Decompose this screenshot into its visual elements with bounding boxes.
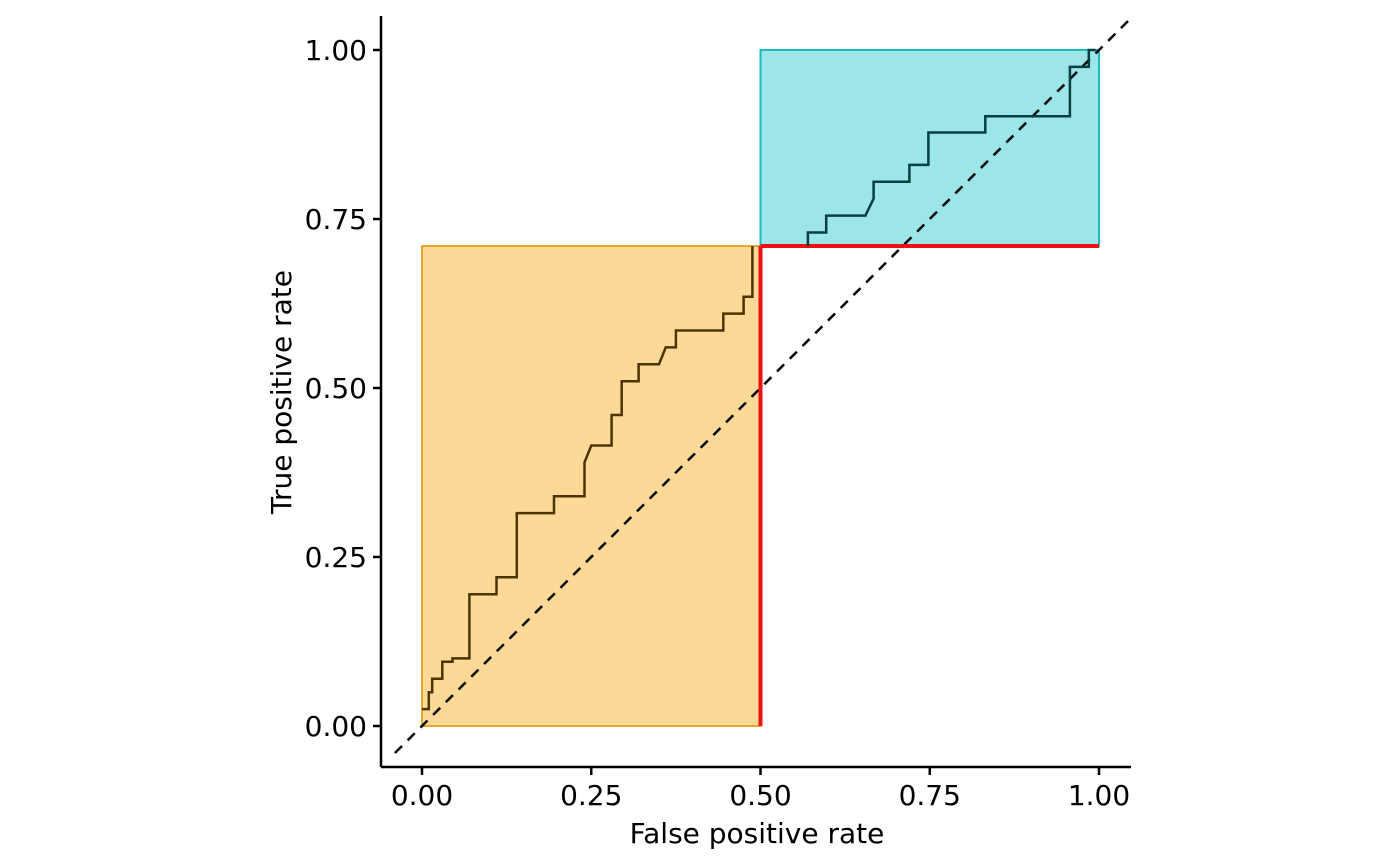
region-1: [759, 49, 1100, 248]
shaded-regions: [421, 49, 1100, 727]
y-tick-label: 0.50: [305, 372, 367, 405]
y-axis-ticks: 0.00 0.25 0.50 0.75 1.00: [305, 34, 381, 743]
y-tick-label: 0.00: [305, 710, 367, 743]
x-axis-label: False positive rate: [630, 817, 885, 850]
region-0: [421, 245, 762, 727]
y-tick-label: 1.00: [305, 34, 367, 67]
roc-curve-0: [422, 246, 754, 711]
x-tick-label: 0.50: [729, 779, 791, 812]
x-tick-label: 0.75: [899, 779, 961, 812]
y-axis-label: True positive rate: [265, 270, 298, 515]
x-tick-label: 0.00: [391, 779, 453, 812]
x-tick-label: 1.00: [1068, 779, 1130, 812]
x-axis-ticks: 0.00 0.25 0.50 0.75 1.00: [391, 767, 1130, 812]
roc-curves: [422, 48, 1096, 711]
y-tick-label: 0.25: [305, 541, 367, 574]
x-tick-label: 0.25: [560, 779, 622, 812]
y-tick-label: 0.75: [305, 203, 367, 236]
roc-curve-1: [806, 48, 1096, 246]
diagonal-reference-line: [394, 15, 1134, 754]
threshold-lines: [758, 244, 1099, 726]
reference-diagonal: [394, 15, 1134, 754]
axes: [379, 16, 1131, 769]
